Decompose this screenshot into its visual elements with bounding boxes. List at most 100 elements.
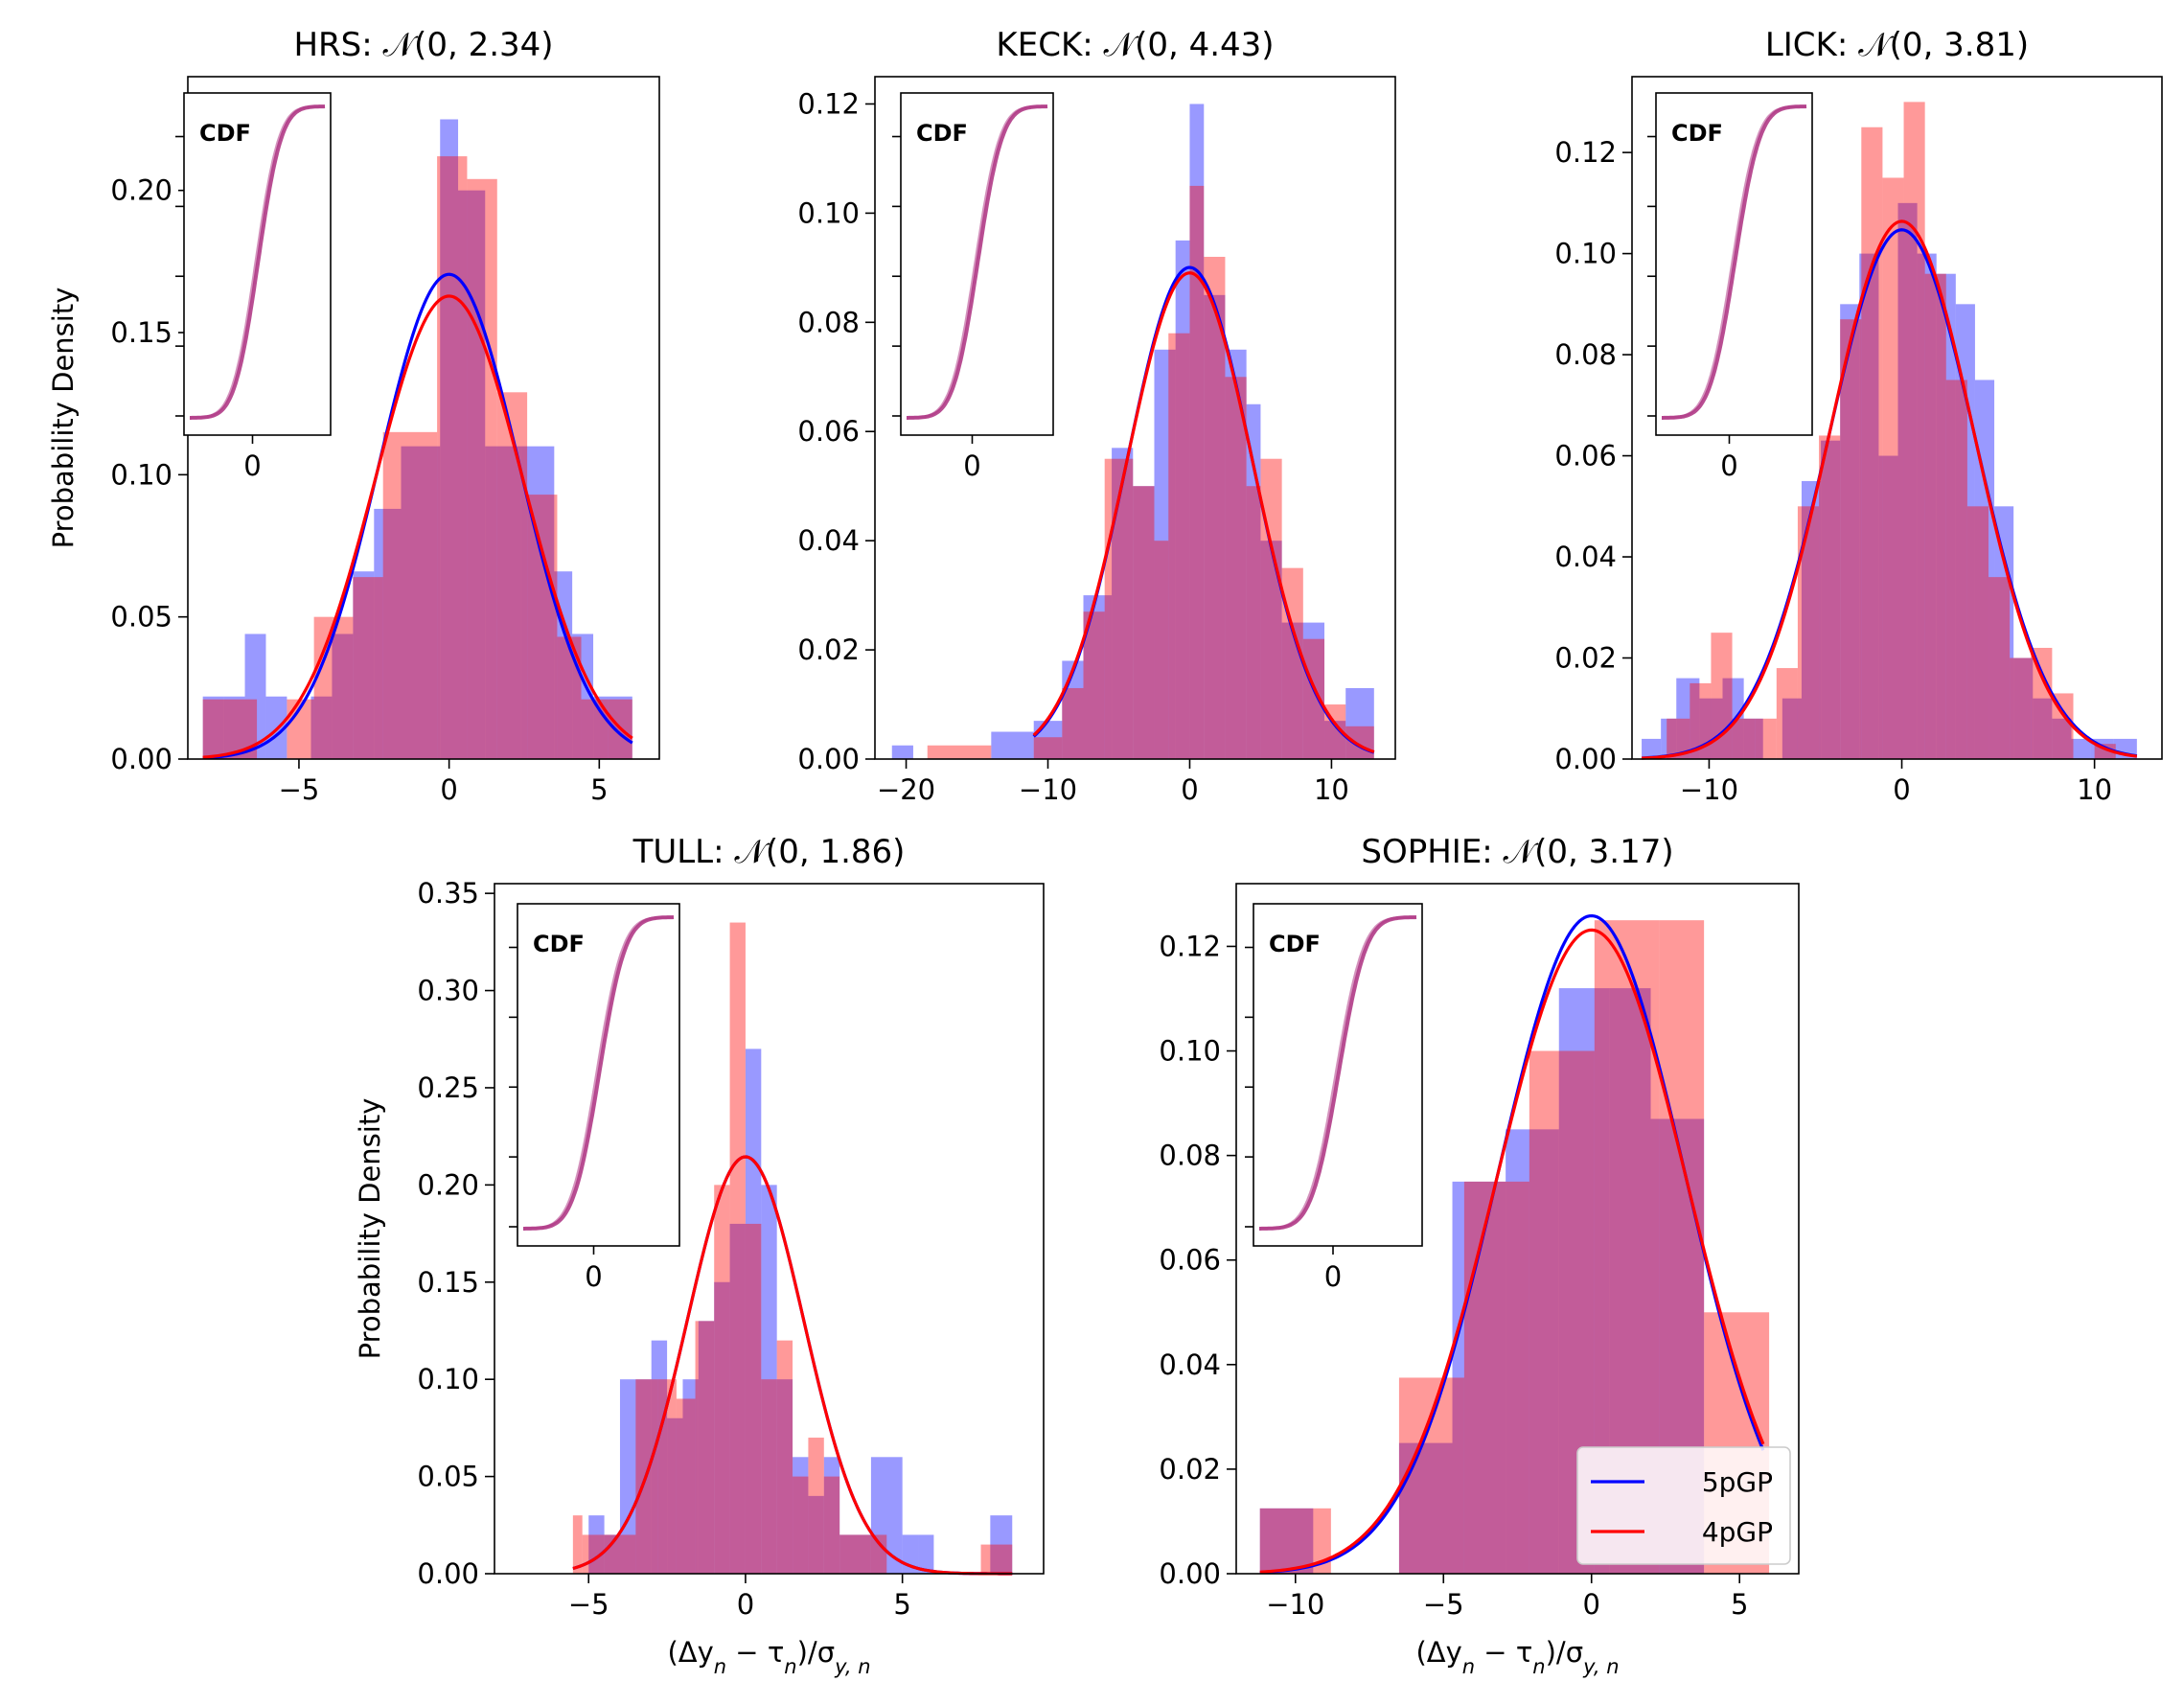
hist-bar-4pGP: [1154, 541, 1169, 759]
y-tick-label: 0.12: [1554, 136, 1617, 169]
cdf-curve: [1259, 915, 1416, 1231]
x-tick-label: −5: [1423, 1588, 1464, 1621]
hist-bar-4pGP: [1989, 577, 2011, 759]
hist-bar-5pGP: [667, 1417, 683, 1574]
y-tick-label: 0.04: [797, 524, 860, 557]
hist-bar-4pGP: [1732, 718, 1756, 759]
histogram-4pGP-hrs: [202, 156, 632, 760]
curve-4pGP-tull: [572, 1155, 1013, 1576]
hist-bar-4pGP: [1463, 1181, 1529, 1574]
hist-bar-4pGP: [401, 431, 438, 759]
hist-bar-5pGP: [1506, 1129, 1559, 1574]
y-tick-label: 0.05: [417, 1461, 479, 1493]
hist-bar-4pGP: [1302, 638, 1325, 759]
hist-bar-4pGP: [604, 1534, 636, 1574]
hist-bar-4pGP: [353, 577, 383, 759]
hist-bar-4pGP: [1945, 380, 1967, 759]
hist-bar-4pGP: [729, 922, 746, 1574]
hist-bar-4pGP: [1840, 319, 1862, 759]
hist-bar-4pGP: [793, 1476, 809, 1574]
hist-bar-5pGP: [244, 634, 266, 759]
panel-title: HRS: 𝒩(0, 2.34): [293, 26, 553, 64]
y-tick-label: 0.04: [1159, 1348, 1221, 1381]
legend: 5pGP 4pGP: [1576, 1446, 1791, 1565]
y-tick-label: 0.10: [1159, 1035, 1221, 1068]
x-tick-label: −20: [877, 773, 935, 806]
hist-bar-5pGP: [1281, 622, 1303, 759]
y-tick-label: 0.02: [1159, 1453, 1221, 1486]
cdf-inset-keck: CDF 0: [892, 92, 1054, 482]
legend-box: [1576, 1446, 1791, 1565]
hist-bar-4pGP: [1776, 668, 1798, 759]
hist-bar-5pGP: [332, 634, 354, 759]
hist-bar-5pGP: [1676, 678, 1700, 759]
cdf-inset-tull: CDF 0: [509, 903, 680, 1293]
y-tick-label: 0.10: [110, 458, 172, 491]
cdf-curve: [1662, 104, 1806, 420]
y-tick-label: 0.10: [1554, 238, 1617, 270]
hist-bar-4pGP: [1861, 127, 1883, 760]
hist-bar-4pGP: [1062, 687, 1084, 759]
legend-label-4pGP: 4pGP: [1702, 1516, 1773, 1548]
y-tick-label: 0.10: [797, 196, 860, 229]
hist-bar-5pGP: [353, 571, 375, 759]
hist-bar-4pGP: [1083, 611, 1105, 759]
hist-bar-4pGP: [1189, 185, 1205, 760]
axes-frame-keck: [874, 76, 1396, 760]
y-tick-label: 0.12: [797, 87, 860, 120]
hist-bar-5pGP: [1225, 349, 1247, 759]
inset-x-tick-label: 0: [243, 449, 261, 482]
hist-bar-5pGP: [1994, 506, 2014, 759]
hist-bar-5pGP: [1936, 273, 1956, 759]
hist-bar-5pGP: [729, 1223, 746, 1574]
hist-bar-4pGP: [1133, 486, 1155, 759]
histogram-5pGP-hrs: [202, 119, 632, 759]
hist-bar-4pGP: [823, 1476, 840, 1574]
hist-bar-4pGP: [761, 1379, 777, 1574]
y-tick-label: 0.06: [1159, 1244, 1221, 1277]
hist-bar-5pGP: [1661, 718, 1677, 759]
hist-bar-5pGP: [1112, 448, 1134, 759]
hist-bar-4pGP: [437, 156, 468, 760]
cdf-label: CDF: [533, 931, 585, 957]
hist-bar-4pGP: [776, 1340, 793, 1574]
x-tick-label: 0: [440, 773, 457, 806]
x-axis-label: (Δyn − τn)/σy, n: [667, 1636, 870, 1678]
hist-bar-5pGP: [613, 696, 632, 759]
x-tick-label: −10: [1266, 1588, 1324, 1621]
legend-label-5pGP: 5pGP: [1702, 1466, 1773, 1498]
hist-bar-5pGP: [1259, 1508, 1314, 1574]
x-tick-label: 0: [737, 1588, 754, 1621]
hist-bar-5pGP: [485, 446, 521, 759]
panel-keck: −20 −10 0 10 0.00 0.02 0.04 0.06 0.08 0.10 0.12 KEC…: [797, 26, 1396, 806]
hist-bar-4pGP: [496, 392, 528, 759]
y-tick-label: 0.00: [1159, 1557, 1221, 1590]
cdf-inset-lick: CDF 0: [1647, 92, 1813, 482]
hist-bar-5pGP: [604, 1534, 620, 1574]
panel-tull: −5 0 5 0.00 0.05 0.10 0.15 0.20 0.25 0.30 0.35 TULL…: [354, 833, 1045, 1678]
hist-bar-4pGP: [382, 431, 402, 759]
y-tick-label: 0.12: [1159, 930, 1221, 962]
hist-bar-5pGP: [793, 1457, 809, 1574]
hist-bar-4pGP: [676, 1398, 696, 1574]
axes-frame-lick: [1631, 76, 2163, 760]
hist-bar-4pGP: [1168, 333, 1190, 759]
hist-bar-5pGP: [1154, 349, 1176, 759]
hist-bar-5pGP: [839, 1534, 856, 1574]
x-tick-label: 5: [1731, 1588, 1748, 1621]
y-tick-label: 0.04: [1554, 541, 1617, 573]
hist-bar-4pGP: [2010, 657, 2032, 759]
x-tick-label: 10: [1314, 773, 1349, 806]
hist-bar-5pGP: [682, 1379, 699, 1574]
x-tick-label: −10: [1019, 773, 1077, 806]
y-tick-label: 0.00: [797, 743, 860, 775]
hist-bar-4pGP: [1225, 377, 1247, 759]
axes-frame-tull: [494, 883, 1045, 1575]
x-tick-label: 0: [1893, 773, 1910, 806]
hist-bar-5pGP: [1840, 304, 1860, 759]
hist-bar-5pGP: [2033, 698, 2053, 759]
y-tick-label: 0.08: [1554, 338, 1617, 371]
hist-bar-4pGP: [1924, 273, 1946, 759]
cdf-label: CDF: [1269, 931, 1321, 957]
